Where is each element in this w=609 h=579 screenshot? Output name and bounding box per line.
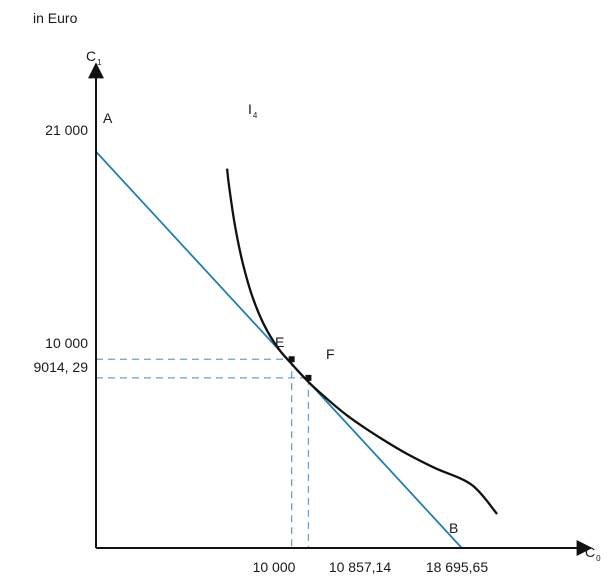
- unit-label: in Euro: [33, 10, 78, 26]
- curve-label-i4: I4: [248, 101, 258, 120]
- point-label-f: F: [326, 346, 335, 362]
- y-axis-label: C1: [86, 48, 102, 67]
- point-marker-e: [288, 356, 295, 363]
- point-marker-f: [305, 374, 312, 381]
- x-tick-label: 10 000: [253, 559, 296, 575]
- y-tick-label: 21 000: [45, 122, 88, 138]
- y-tick-label: 10 000: [45, 335, 88, 351]
- indifference-curve-i4: [225, 168, 498, 515]
- guide-lines: [96, 358, 310, 548]
- x-axis-label: C0: [585, 544, 601, 563]
- axes: [88, 62, 593, 556]
- point-label-b: B: [449, 520, 458, 536]
- y-tick-label: 9014, 29: [34, 359, 89, 375]
- point-label-a: A: [103, 110, 113, 126]
- x-tick-label: 18 695,65: [426, 559, 488, 575]
- point-label-e: E: [275, 334, 284, 350]
- x-tick-label: 10 857,14: [329, 559, 391, 575]
